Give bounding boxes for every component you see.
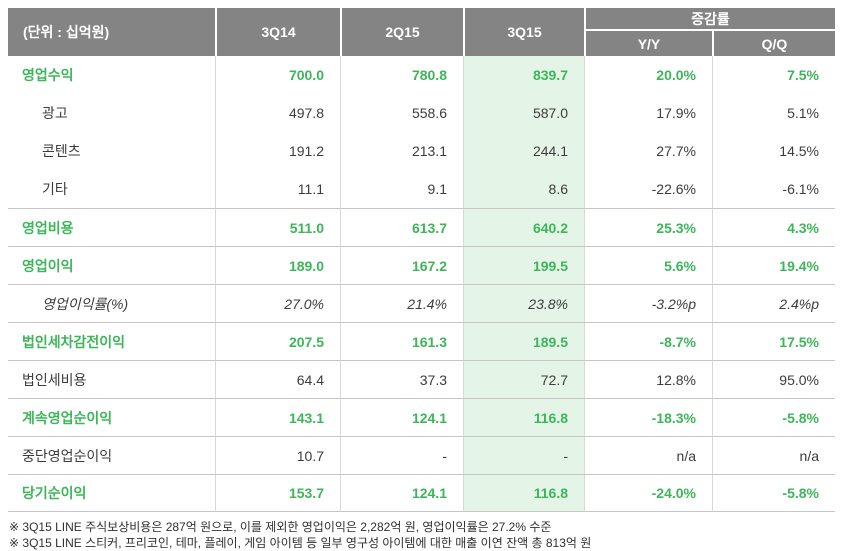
cell-2q15: 124.1	[340, 398, 463, 436]
cell-2q15: 613.7	[340, 208, 463, 246]
cell-3q15: 839.7	[463, 56, 584, 94]
cell-3q14: 10.7	[215, 436, 340, 474]
cell-2q15: -	[340, 436, 463, 474]
cell-qq: 5.1%	[712, 94, 835, 132]
cell-2q15: 124.1	[340, 474, 463, 512]
footnote-1: ※ 3Q15 LINE 주식보상비용은 287억 원으로, 이를 제외한 영업이…	[9, 520, 552, 534]
row-label: 중단영업순이익	[8, 436, 215, 474]
row-label: 법인세차감전이익	[8, 322, 215, 360]
header-col-2q15: 2Q15	[340, 8, 463, 56]
cell-3q14: 11.1	[215, 170, 340, 208]
cell-2q15: 213.1	[340, 132, 463, 170]
cell-3q15: 640.2	[463, 208, 584, 246]
row-label: 법인세비용	[8, 360, 215, 398]
cell-3q15: 244.1	[463, 132, 584, 170]
cell-3q14: 64.4	[215, 360, 340, 398]
row-label: 영업수익	[22, 67, 74, 83]
cell-2q15: 558.6	[340, 94, 463, 132]
row-label: 광고	[42, 105, 68, 121]
header-col-3q15: 3Q15	[463, 8, 584, 56]
row-label: 영업비용	[8, 208, 215, 246]
header-col-3q14: 3Q14	[215, 8, 340, 56]
cell-2q15: 167.2	[340, 246, 463, 284]
cell-qq: 17.5%	[712, 322, 835, 360]
cell-yy: -3.2%p	[584, 284, 712, 322]
header-change-group: 증감률	[584, 8, 835, 31]
cell-3q14: 153.7	[215, 474, 340, 512]
cell-3q15: 72.7	[463, 360, 584, 398]
cell-3q15: -	[463, 436, 584, 474]
row-label: 영업이익	[8, 246, 215, 284]
cell-3q15: 23.8%	[463, 284, 584, 322]
cell-yy: n/a	[584, 436, 712, 474]
cell-3q15: 8.6	[463, 170, 584, 208]
footnote-2: ※ 3Q15 LINE 스티커, 프리코인, 테마, 플레이, 게임 아이템 등…	[9, 536, 592, 550]
cell-yy: -22.6%	[584, 170, 712, 208]
financial-table: (단위 : 십억원) 3Q14 2Q15 3Q15 증감률 Y/Y Q/Q 영업…	[8, 8, 835, 512]
cell-3q14: 207.5	[215, 322, 340, 360]
cell-qq: n/a	[712, 436, 835, 474]
cell-qq: 14.5%	[712, 132, 835, 170]
cell-2q15: 37.3	[340, 360, 463, 398]
cell-3q15: 587.0	[463, 94, 584, 132]
cell-2q15: 780.8	[340, 56, 463, 94]
cell-qq: -5.8%	[712, 474, 835, 512]
cell-3q15: 199.5	[463, 246, 584, 284]
cell-yy: 12.8%	[584, 360, 712, 398]
cell-yy: -8.7%	[584, 322, 712, 360]
row-label: 콘텐츠	[42, 143, 81, 159]
cell-3q14: 191.2	[215, 132, 340, 170]
cell-2q15: 21.4%	[340, 284, 463, 322]
cell-3q14: 27.0%	[215, 284, 340, 322]
cell-qq: -5.8%	[712, 398, 835, 436]
cell-yy: -24.0%	[584, 474, 712, 512]
header-col-yy: Y/Y	[584, 31, 712, 56]
cell-3q14: 143.1	[215, 398, 340, 436]
cell-qq: 2.4%p	[712, 284, 835, 322]
cell-2q15: 9.1	[340, 170, 463, 208]
cell-yy: 27.7%	[584, 132, 712, 170]
cell-3q15: 189.5	[463, 322, 584, 360]
header-unit-label: (단위 : 십억원)	[8, 8, 215, 56]
cell-2q15: 161.3	[340, 322, 463, 360]
cell-yy: 20.0%	[584, 56, 712, 94]
cell-qq: -6.1%	[712, 170, 835, 208]
header-col-qq: Q/Q	[712, 31, 835, 56]
row-label: 기타	[42, 181, 68, 197]
cell-3q15: 116.8	[463, 398, 584, 436]
footnotes: ※ 3Q15 LINE 주식보상비용은 287억 원으로, 이를 제외한 영업이…	[9, 519, 835, 551]
cell-yy: -18.3%	[584, 398, 712, 436]
cell-yy: 17.9%	[584, 94, 712, 132]
cell-3q14: 497.8	[215, 94, 340, 132]
cell-qq: 7.5%	[712, 56, 835, 94]
cell-yy: 25.3%	[584, 208, 712, 246]
cell-3q15: 116.8	[463, 474, 584, 512]
row-label: 당기순이익	[8, 474, 215, 512]
cell-qq: 95.0%	[712, 360, 835, 398]
cell-qq: 19.4%	[712, 246, 835, 284]
row-label: 영업이익률(%)	[8, 284, 215, 322]
cell-yy: 5.6%	[584, 246, 712, 284]
cell-3q14: 189.0	[215, 246, 340, 284]
cell-qq: 4.3%	[712, 208, 835, 246]
cell-3q14: 511.0	[215, 208, 340, 246]
row-label: 계속영업순이익	[8, 398, 215, 436]
cell-3q14: 700.0	[215, 56, 340, 94]
